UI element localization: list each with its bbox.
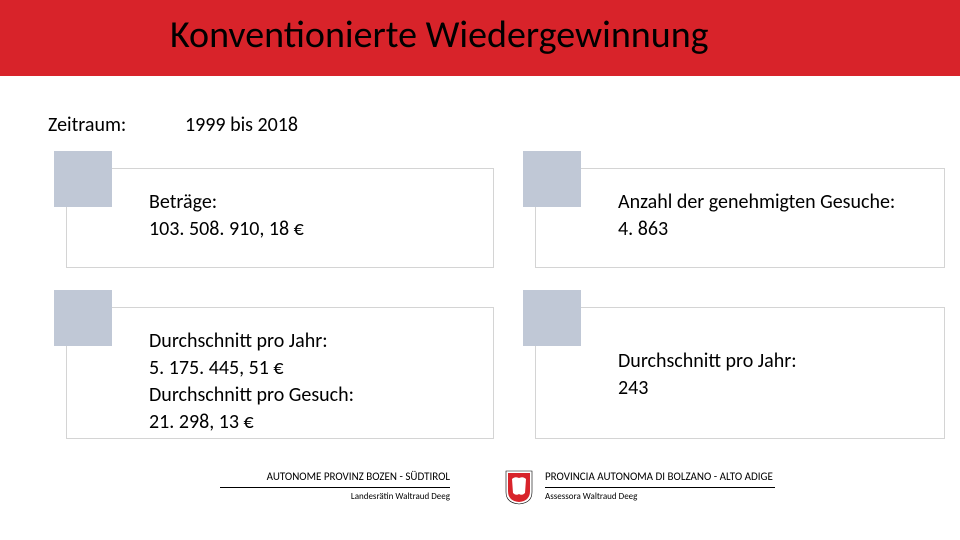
card-body: Durchschnitt pro Jahr: 5. 175. 445, 51 €… <box>149 328 481 436</box>
footer-right-person: Assessora Waltraud Deeg <box>545 491 773 502</box>
period-label: Zeitraum: <box>48 113 126 137</box>
applications-value: 4. 863 <box>618 216 932 243</box>
footer-right-org: PROVINCIA AUTONOMA DI BOLZANO - ALTO ADI… <box>545 470 773 483</box>
avg-year-label: Durchschnitt pro Jahr: <box>149 328 481 355</box>
card-tab <box>54 151 112 207</box>
avg-app-value: 21. 298, 13 € <box>149 409 481 436</box>
card-tab <box>54 290 112 346</box>
card-avg-amounts: Durchschnitt pro Jahr: 5. 175. 445, 51 €… <box>66 307 494 439</box>
avg-app-label: Durchschnitt pro Gesuch: <box>149 382 481 409</box>
card-body: Durchschnitt pro Jahr: 243 <box>618 348 932 402</box>
footer-left: AUTONOME PROVINZ BOZEN - SÜDTIROL Landes… <box>267 470 450 502</box>
applications-label: Anzahl der genehmigten Gesuche: <box>618 189 932 216</box>
card-tab <box>523 290 581 346</box>
footer-right: PROVINCIA AUTONOMA DI BOLZANO - ALTO ADI… <box>545 470 773 502</box>
card-avg-applications: Durchschnitt pro Jahr: 243 <box>535 307 945 439</box>
slide: Konventionierte Wiedergewinnung Zeitraum… <box>0 0 960 540</box>
avg-apps-label: Durchschnitt pro Jahr: <box>618 348 932 375</box>
footer-rule-left <box>220 487 450 488</box>
card-amounts: Beträge: 103. 508. 910, 18 € <box>66 168 494 268</box>
amounts-value: 103. 508. 910, 18 € <box>149 216 481 243</box>
amounts-label: Beträge: <box>149 189 481 216</box>
footer-left-person: Landesrätin Waltraud Deeg <box>267 491 450 502</box>
slide-title: Konventionierte Wiedergewinnung <box>170 12 950 58</box>
period-value: 1999 bis 2018 <box>185 113 298 137</box>
card-body: Beträge: 103. 508. 910, 18 € <box>149 189 481 243</box>
footer: AUTONOME PROVINZ BOZEN - SÜDTIROL Landes… <box>0 470 960 532</box>
card-body: Anzahl der genehmigten Gesuche: 4. 863 <box>618 189 932 243</box>
crest-icon <box>505 470 533 505</box>
card-tab <box>523 151 581 207</box>
footer-left-org: AUTONOME PROVINZ BOZEN - SÜDTIROL <box>267 470 450 483</box>
card-applications: Anzahl der genehmigten Gesuche: 4. 863 <box>535 168 945 268</box>
avg-year-value: 5. 175. 445, 51 € <box>149 355 481 382</box>
avg-apps-value: 243 <box>618 375 932 402</box>
